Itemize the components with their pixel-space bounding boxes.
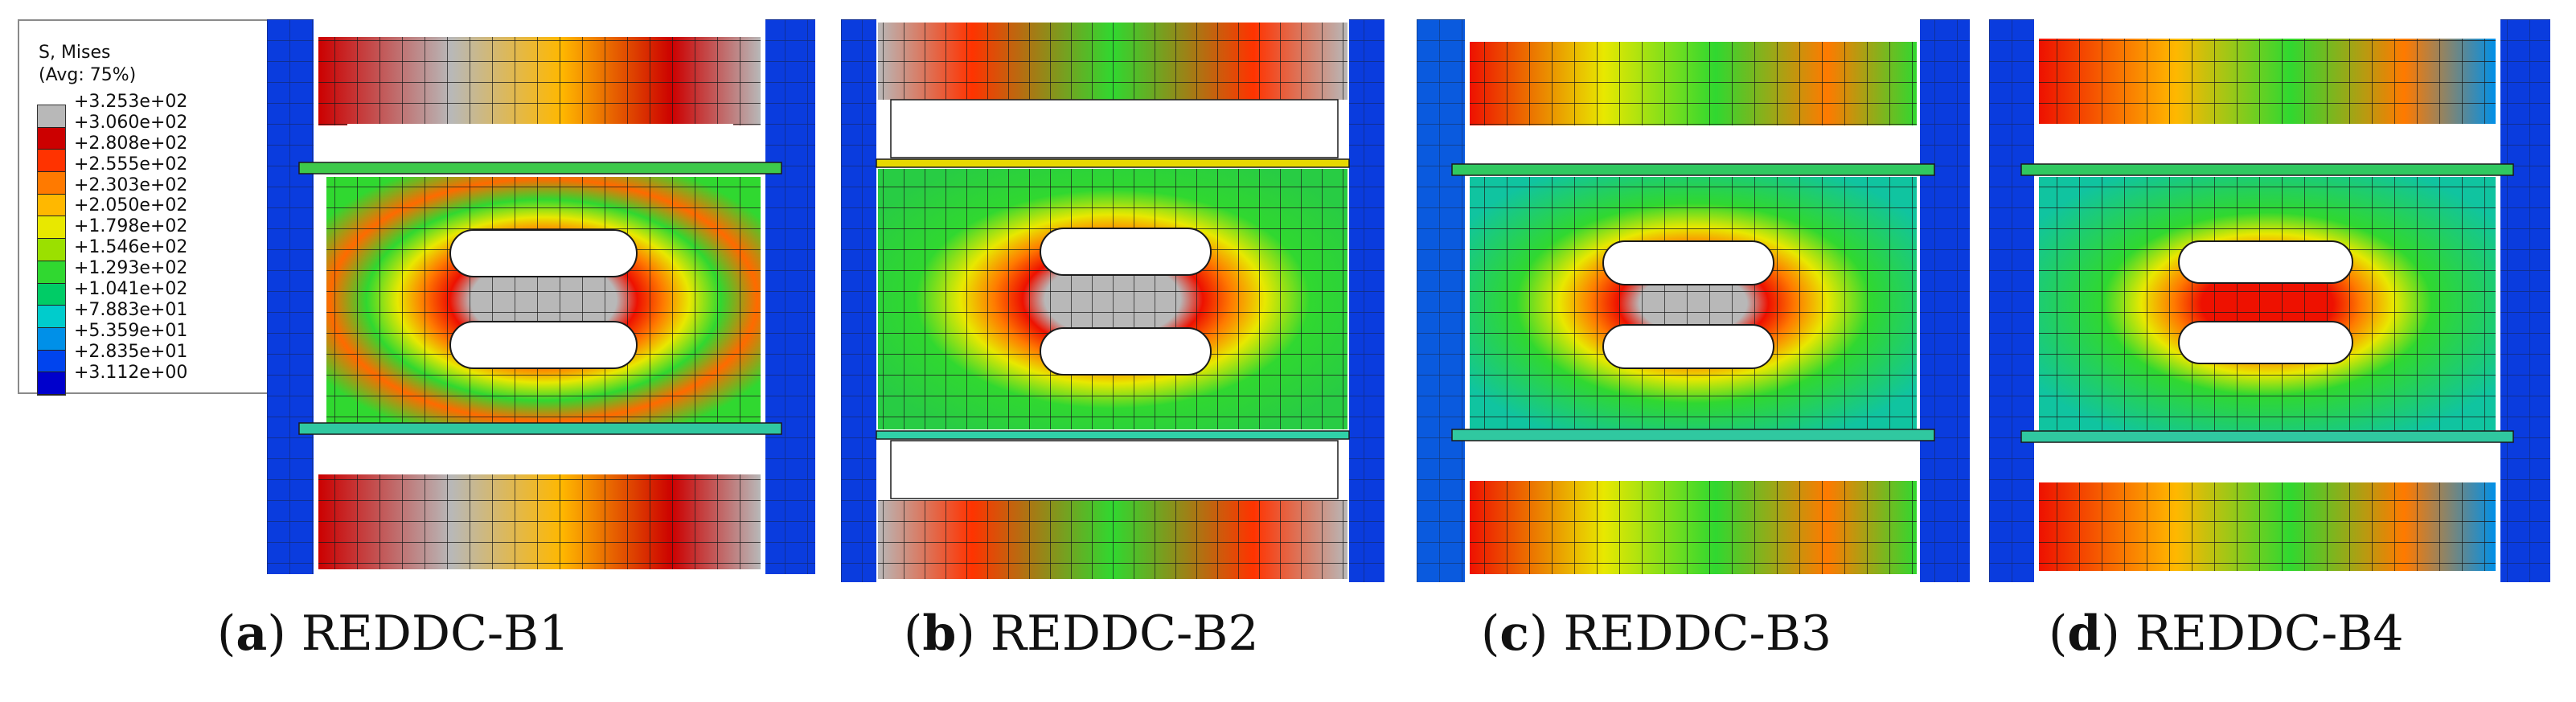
upper-plate [876,158,1350,168]
panel-c-stress-contour [1417,19,1970,582]
slot-upper [449,229,638,277]
top-opening [2073,124,2467,162]
caption-label: REDDC-B3 [1563,606,1832,662]
legend-value: +2.050e+02 [74,195,188,216]
upper-plate [2020,163,2514,176]
legend-value: +3.253e+02 [74,92,188,112]
bottom-opening [1500,442,1886,479]
legend-swatch [38,105,65,128]
legend-swatch [38,127,65,150]
legend-value: +3.112e+00 [74,362,188,383]
legend-swatch [38,350,65,373]
panel-b-stress-contour [841,19,1384,582]
slot-lower [449,321,638,369]
caption-a: (a) REDDC-B1 [217,606,570,662]
caption-letter: a [236,606,268,662]
legend-value: +1.546e+02 [74,237,188,258]
legend-title: S, Mises (Avg: 75%) [39,42,136,87]
legend-title-line2: (Avg: 75%) [39,65,137,85]
legend-value: +1.041e+02 [74,279,188,300]
caption-letter: d [2067,606,2102,662]
legend-swatch [38,306,65,328]
slot-upper [1602,240,1774,285]
caption-letter: c [1499,606,1529,662]
slot-upper [1040,228,1212,276]
legend-swatch [38,261,65,284]
top-opening [347,124,733,161]
legend-swatch [38,327,65,351]
lower-plate [298,422,782,435]
slot-upper [2178,240,2353,284]
top-opening [890,99,1339,158]
lower-plate [2020,430,2514,443]
legend-title-line1: S, Mises [39,43,111,63]
lower-plate [1451,429,1935,441]
legend-value: +3.060e+02 [74,112,188,133]
stress-legend: S, Mises (Avg: 75%) +3.253e+02 +3.060e+0… [18,19,273,396]
legend-swatch [38,216,65,240]
legend-value: +1.798e+02 [74,216,188,237]
legend-color-bar [37,105,66,396]
legend-values: +3.253e+02 +3.060e+02 +2.808e+02 +2.555e… [74,92,267,383]
top-opening [1500,125,1886,162]
legend-swatch [38,194,65,217]
upper-plate [1451,163,1935,176]
bottom-opening [2073,444,2467,481]
lower-plate [876,430,1350,440]
legend-swatch [38,372,65,395]
legend-value: +2.303e+02 [74,174,188,195]
legend-value: +2.835e+01 [74,341,188,362]
legend-swatch [38,172,65,195]
slot-lower [1602,324,1774,369]
bottom-opening [347,436,733,473]
legend-value: +7.883e+01 [74,299,188,320]
slot-lower [1040,327,1212,376]
legend-swatch [38,150,65,173]
slot-lower [2178,321,2353,364]
caption-label: REDDC-B1 [301,606,570,662]
caption-label: REDDC-B2 [990,606,1259,662]
caption-d: (d) REDDC-B4 [2049,606,2404,662]
legend-value: +2.808e+02 [74,133,188,154]
caption-label: REDDC-B4 [2135,606,2404,662]
legend-value: +1.293e+02 [74,258,188,279]
caption-letter: b [922,606,957,662]
caption-b: (b) REDDC-B2 [904,606,1259,662]
legend-value: +2.555e+02 [74,154,188,174]
upper-plate [298,162,782,174]
legend-swatch [38,283,65,306]
legend-value: +5.359e+01 [74,320,188,341]
caption-c: (c) REDDC-B3 [1481,606,1832,662]
legend-swatch [38,239,65,261]
panel-d-stress-contour [1989,19,2555,582]
bottom-opening [890,440,1339,499]
panel-a-stress-contour [267,19,827,582]
